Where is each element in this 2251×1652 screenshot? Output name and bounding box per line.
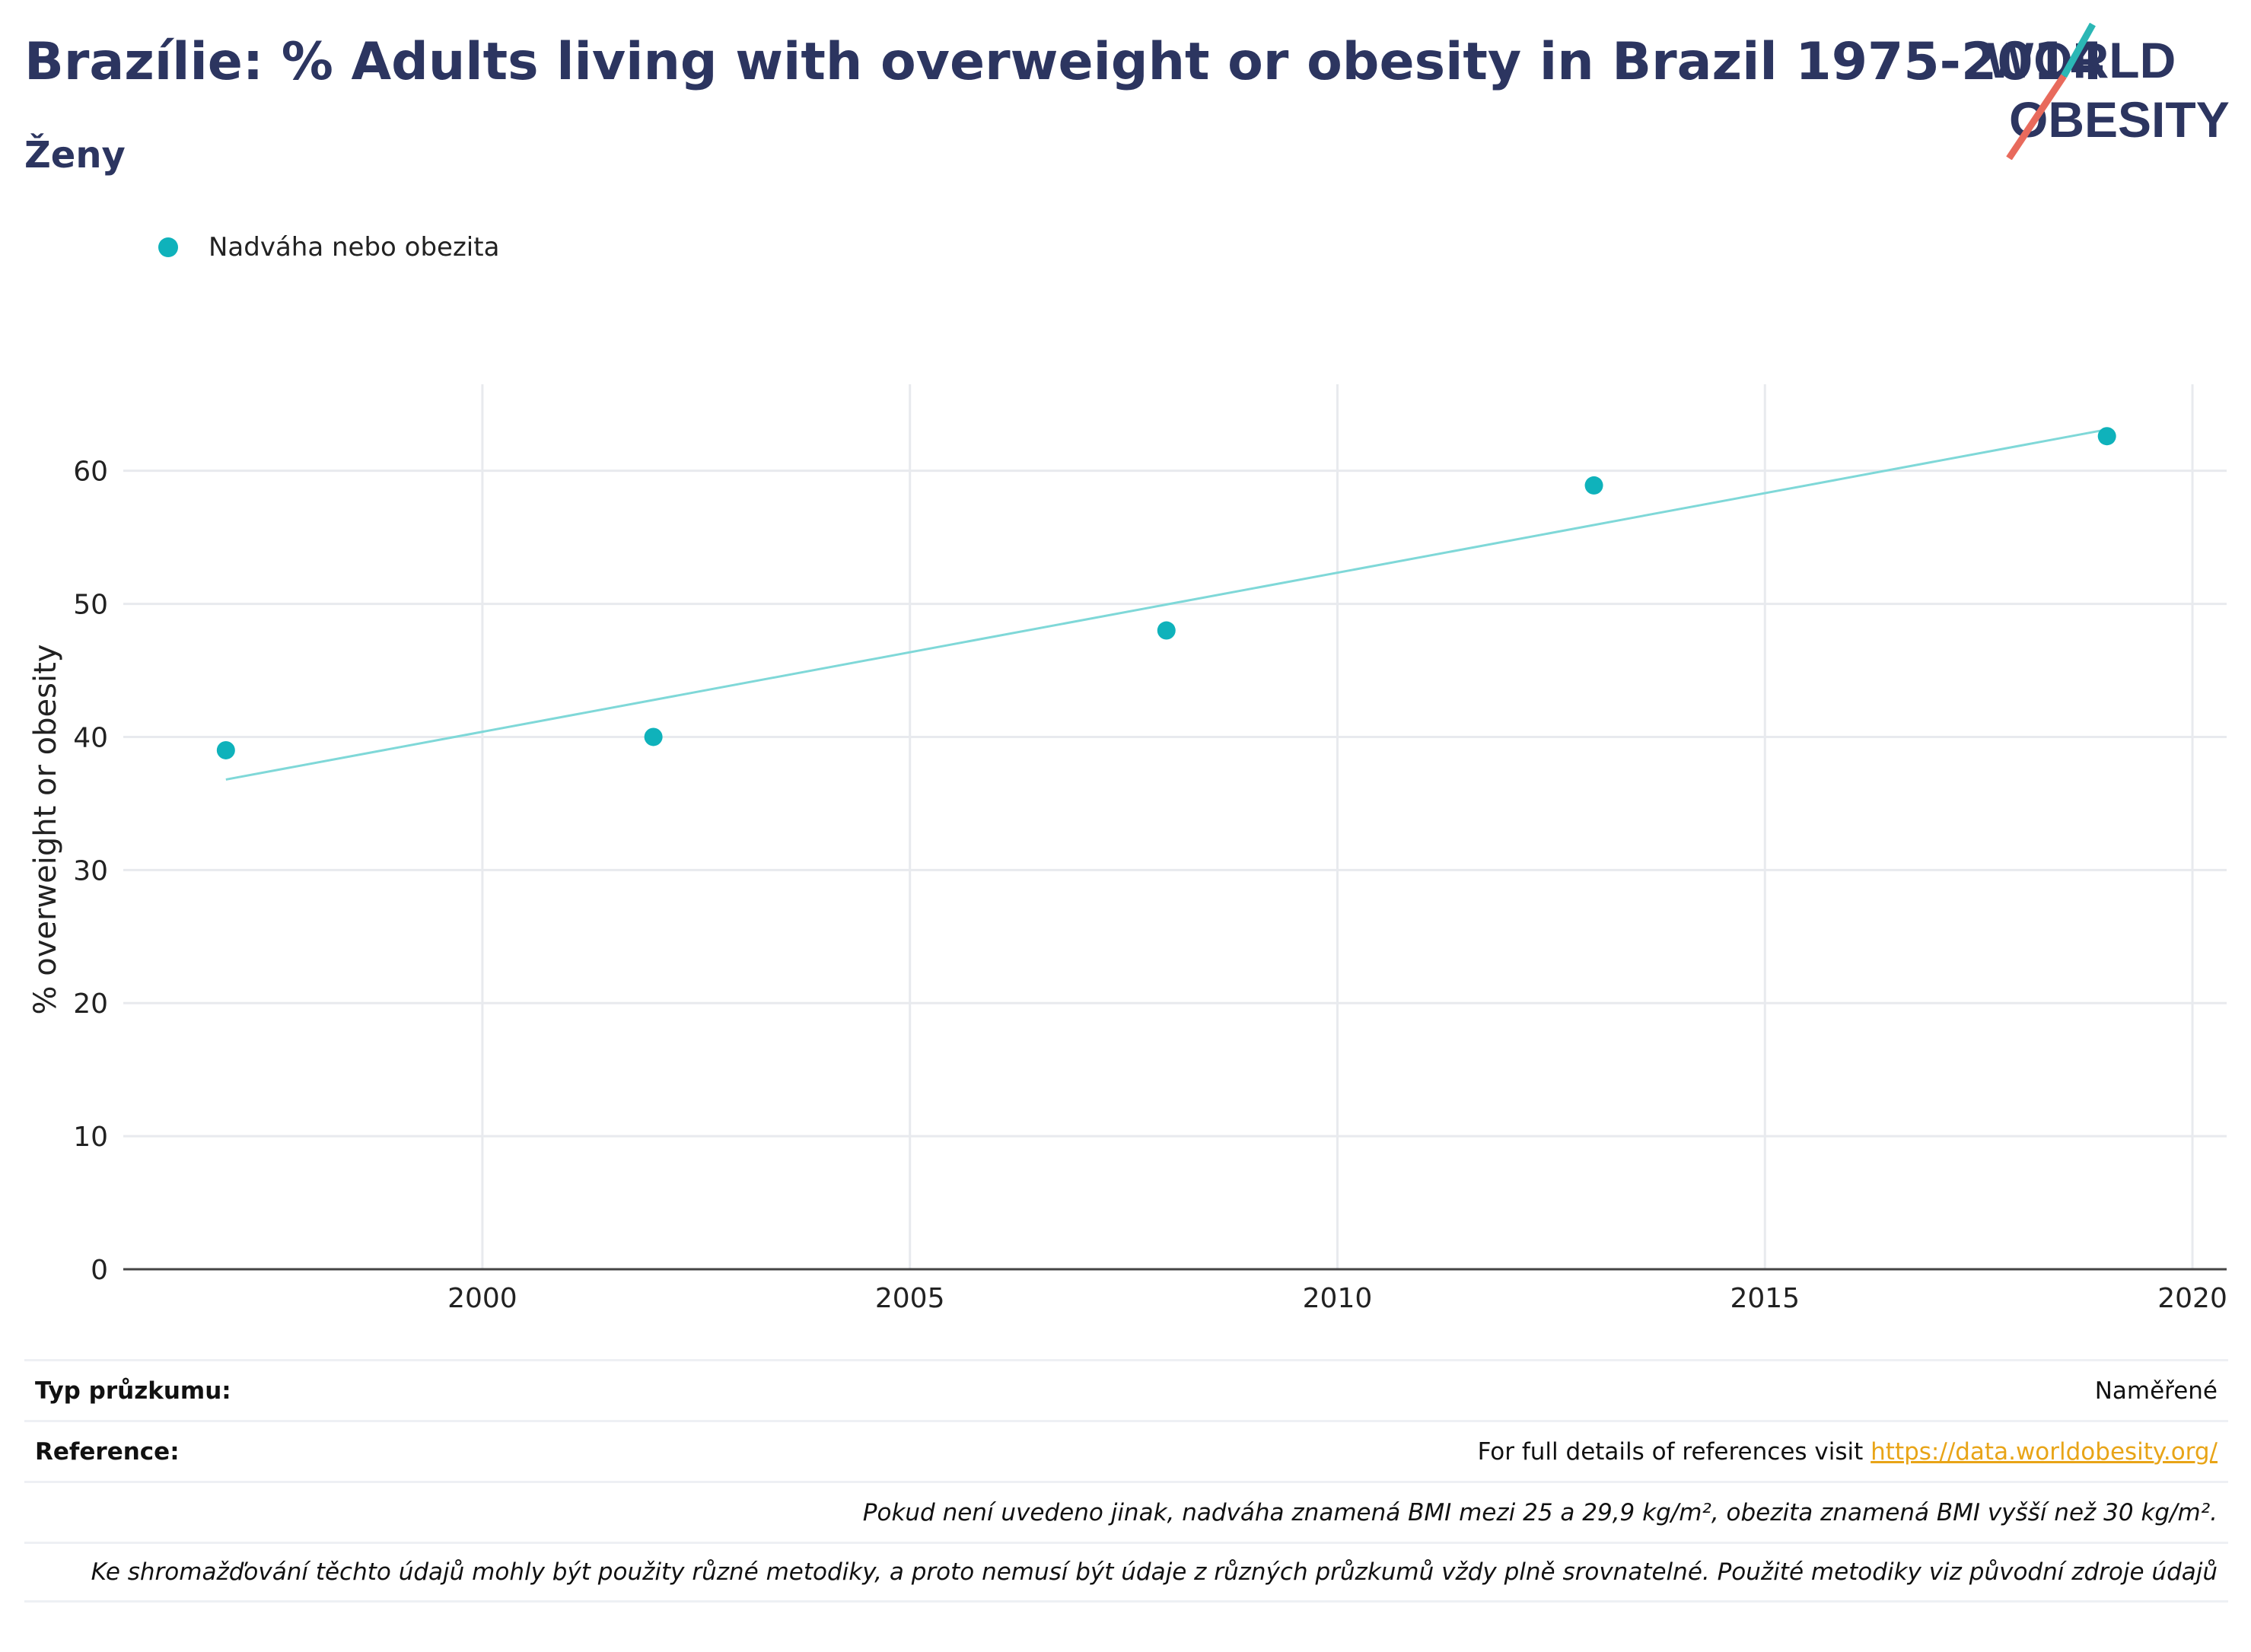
methodology-note: Ke shromažďování těchto údajů mohly být …: [91, 1558, 2218, 1586]
footer-row-note-2: Ke shromažďování těchto údajů mohly být …: [24, 1542, 2228, 1603]
y-tick-label: 40: [73, 722, 108, 753]
scatter-chart: 0 10 20 30 40 50 60 2000 2005 2010 2015 2020: [73, 384, 2227, 1314]
chart-legend: Nadváha nebo obezita: [158, 228, 499, 266]
footer-row-reference: Reference: For full details of reference…: [24, 1420, 2228, 1481]
x-tick-label: 2010: [1303, 1283, 1373, 1314]
reference-label: Reference:: [35, 1437, 180, 1466]
y-tick-label: 60: [73, 457, 108, 488]
x-tick-label: 2000: [447, 1283, 517, 1314]
survey-type-label: Typ průzkumu:: [35, 1377, 231, 1405]
reference-value: For full details of references visit htt…: [1478, 1438, 2218, 1466]
data-point: [2097, 427, 2116, 446]
reference-link[interactable]: https://data.worldobesity.org/: [1871, 1437, 2218, 1466]
y-tick-label: 10: [73, 1122, 108, 1153]
bmi-definition-note: Pokud není uvedeno jinak, nadváha znamen…: [862, 1498, 2218, 1526]
x-tick-label: 2015: [1730, 1283, 1800, 1314]
reference-text: For full details of references visit: [1477, 1437, 1864, 1466]
page-title: Brazílie: % Adults living with overweigh…: [24, 32, 2106, 92]
y-tick-label: 30: [73, 855, 108, 886]
y-tick-label: 0: [91, 1255, 108, 1286]
y-tick-label: 20: [73, 988, 108, 1020]
y-axis-title: % overweight or obesity: [28, 644, 63, 1015]
legend-label: Nadváha nebo obezita: [209, 232, 500, 263]
x-tick-label: 2005: [875, 1283, 945, 1314]
x-tick-label: 2020: [2157, 1283, 2227, 1314]
y-tick-label: 50: [73, 590, 108, 621]
data-point: [644, 727, 663, 746]
survey-type-value: Naměřené: [2094, 1377, 2218, 1405]
footer-row-note-1: Pokud není uvedeno jinak, nadváha znamen…: [24, 1481, 2228, 1542]
data-point: [216, 740, 235, 759]
data-point: [1584, 476, 1603, 495]
page-subtitle: Ženy: [24, 134, 126, 177]
world-obesity-logo: WORLD OBESITY: [1986, 23, 2230, 160]
trend-line: [225, 428, 2107, 781]
logo-slash-teal: [2061, 23, 2096, 78]
logo-slash-red: [2006, 74, 2067, 160]
chart-footer: Typ průzkumu: Naměřené Reference: For fu…: [24, 1359, 2228, 1603]
data-point: [1157, 621, 1176, 640]
legend-marker: [158, 237, 178, 257]
footer-row-survey-type: Typ průzkumu: Naměřené: [24, 1359, 2228, 1420]
